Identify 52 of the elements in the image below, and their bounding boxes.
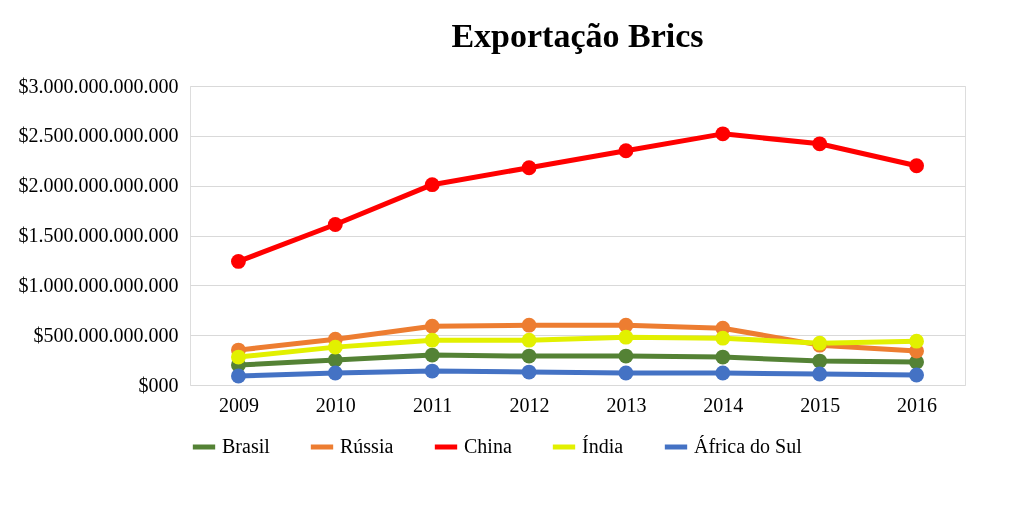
- point: [618, 143, 634, 159]
- point: [327, 352, 343, 368]
- x-tick-label: 2010: [315, 393, 356, 416]
- point: [812, 136, 828, 152]
- point: [715, 126, 731, 142]
- point: [618, 365, 634, 381]
- legend-label: China: [464, 435, 512, 457]
- legend-label: Brasil: [222, 435, 271, 457]
- x-tick-label: 2013: [606, 393, 647, 416]
- y-tick-label: $2.500.000.000.000: [18, 124, 179, 147]
- x-tick-label: 2009: [218, 393, 259, 416]
- point: [521, 364, 537, 380]
- point: [327, 339, 343, 355]
- point: [812, 353, 828, 369]
- x-tick-label: 2012: [509, 393, 550, 416]
- point: [521, 348, 537, 364]
- point: [715, 330, 731, 346]
- y-tick-label: $1.500.000.000.000: [18, 224, 179, 246]
- point: [424, 347, 440, 363]
- point: [424, 318, 440, 334]
- y-tick-label: $3.000.000.000.000: [18, 74, 179, 97]
- point: [231, 254, 246, 269]
- point: [231, 349, 246, 365]
- x-tick-label: 2015: [800, 393, 841, 416]
- legend-label: África do Sul: [694, 435, 803, 457]
- point: [521, 317, 537, 333]
- point: [618, 348, 634, 364]
- y-tick-label: $000: [138, 373, 179, 396]
- x-tick-label: 2011: [413, 393, 453, 416]
- point: [327, 365, 343, 381]
- point: [909, 367, 924, 383]
- point: [618, 329, 634, 345]
- point: [424, 332, 440, 348]
- point: [521, 160, 537, 176]
- point: [521, 332, 537, 348]
- chart-title: Exportação Brics: [451, 17, 704, 54]
- point: [812, 366, 828, 382]
- point: [231, 368, 246, 384]
- point: [424, 363, 440, 379]
- point: [424, 177, 440, 193]
- point: [909, 158, 924, 174]
- point: [327, 217, 343, 232]
- y-tick-label: $500.000.000.000: [33, 323, 179, 346]
- x-tick-label: 2014: [703, 393, 744, 416]
- legend-label: Índia: [582, 435, 624, 457]
- point: [909, 333, 924, 349]
- x-tick-label: 2016: [897, 393, 938, 416]
- point: [715, 365, 731, 381]
- y-tick-label: $2.000.000.000.000: [18, 174, 179, 197]
- y-tick-label: $1.000.000.000.000: [18, 273, 179, 296]
- point: [715, 349, 731, 365]
- legend-label: Rússia: [340, 435, 394, 457]
